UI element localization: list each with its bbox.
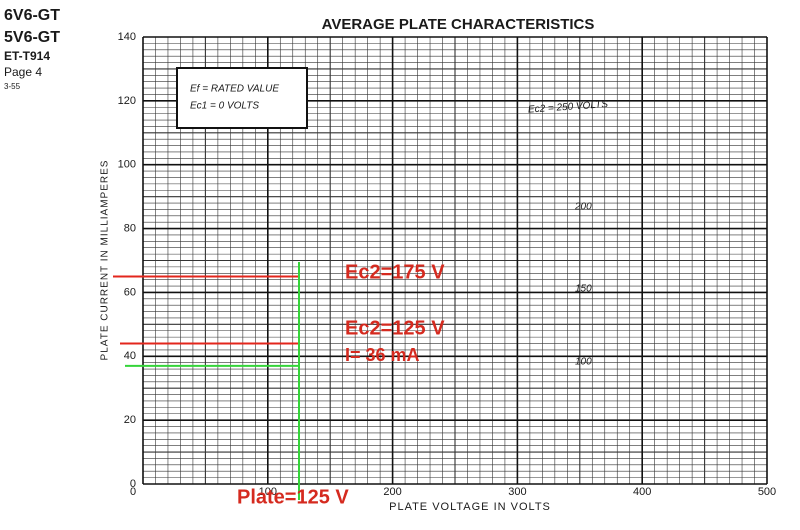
reference-label: Plate=125 V <box>237 486 349 508</box>
header-line: 5V6-GT <box>4 29 60 46</box>
series-label: 150 <box>575 284 592 295</box>
y-tick-label: 80 <box>124 222 136 234</box>
y-axis-label: PLATE CURRENT IN MILLIAMPERES <box>100 160 111 361</box>
x-tick-label: 100 <box>259 486 277 498</box>
header-line: 3-55 <box>4 82 21 91</box>
x-tick-label: 400 <box>633 486 651 498</box>
header-line: Page 4 <box>4 65 42 79</box>
y-tick-label: 40 <box>124 350 136 362</box>
header-line: ET-T914 <box>4 49 50 63</box>
y-tick-label: 60 <box>124 286 136 298</box>
x-tick-label: 0 <box>130 486 136 498</box>
y-tick-label: 20 <box>124 414 136 426</box>
y-tick-label: 100 <box>118 159 136 171</box>
x-axis-label: PLATE VOLTAGE IN VOLTS <box>389 501 551 513</box>
legend-box <box>176 67 308 129</box>
series-label: Ec2=175 V <box>345 261 445 283</box>
x-tick-label: 200 <box>383 486 401 498</box>
y-tick-label: 140 <box>118 31 136 43</box>
x-tick-label: 500 <box>758 486 776 498</box>
box-line: Ef = RATED VALUE <box>190 84 279 95</box>
y-tick-label: 0 <box>130 478 136 490</box>
chart-title: AVERAGE PLATE CHARACTERISTICS <box>322 16 595 33</box>
series-label: 200 <box>574 202 592 213</box>
series-label: Ec2=125 V <box>345 317 445 339</box>
x-tick-label: 300 <box>508 486 526 498</box>
y-tick-label: 120 <box>118 95 136 107</box>
reference-label: I= 36 mA <box>345 345 420 365</box>
header-line: 6V6-GT <box>4 7 60 24</box>
series-label: 100 <box>575 357 592 368</box>
box-line: Ec1 = 0 VOLTS <box>190 101 259 112</box>
